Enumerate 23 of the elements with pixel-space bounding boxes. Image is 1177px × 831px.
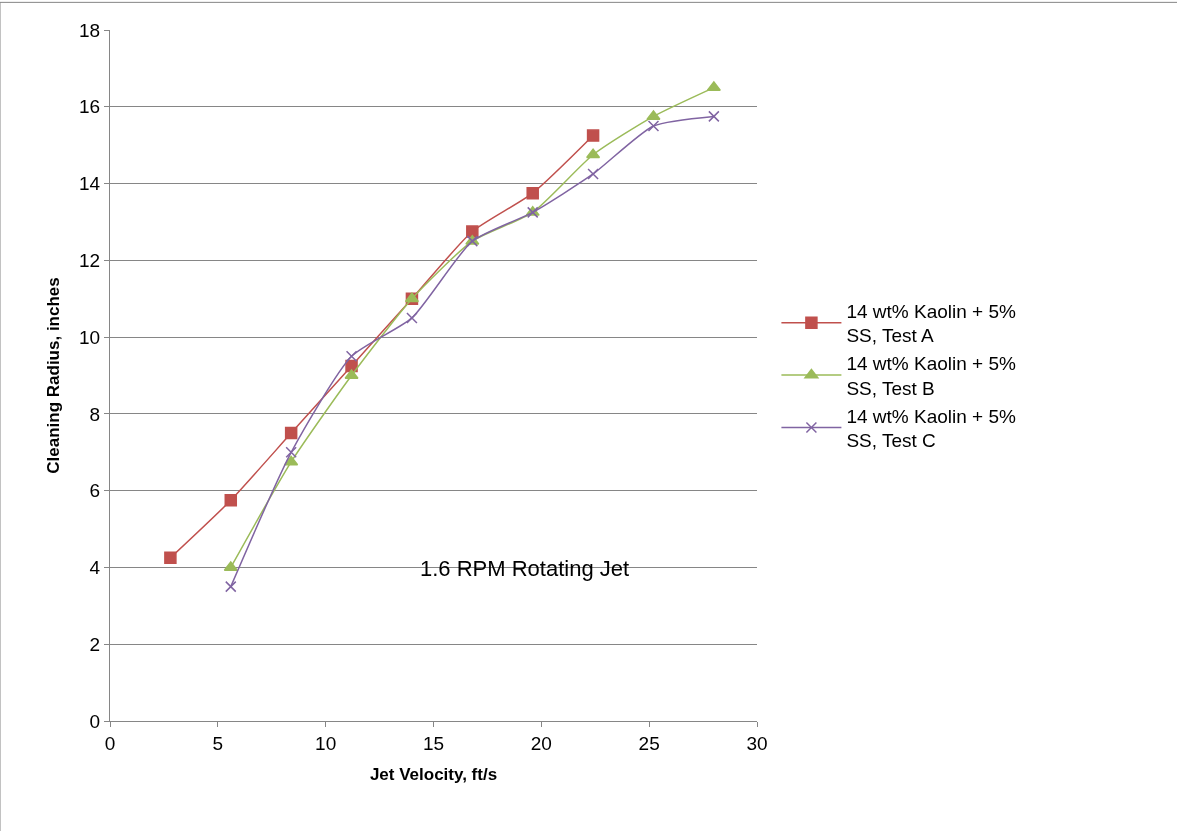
x-tick-label: 25 <box>638 732 660 754</box>
y-axis-title: Cleaning Radius, inches <box>43 277 63 474</box>
legend-label: 14 wt% Kaolin + 5% SS, Test B <box>846 353 1017 399</box>
y-tick-label: 16 <box>79 96 101 118</box>
y-tick-label: 8 <box>89 403 101 425</box>
y-tick-label: 12 <box>79 249 101 271</box>
x-axis-title: Jet Velocity, ft/s <box>369 765 498 785</box>
y-tick-label: 0 <box>89 710 101 732</box>
x-tick-label: 10 <box>315 732 337 754</box>
y-tick-label: 10 <box>79 326 101 348</box>
y-tick-label: 4 <box>89 557 101 579</box>
x-tick-label: 20 <box>530 732 552 754</box>
y-tick-label: 14 <box>79 173 101 195</box>
legend-label: 14 wt% Kaolin + 5% SS, Test C <box>846 405 1017 452</box>
x-tick-label: 0 <box>104 732 116 754</box>
y-tick-label: 18 <box>79 19 101 41</box>
y-tick-label: 6 <box>89 480 101 502</box>
y-tick-label: 2 <box>89 633 101 655</box>
x-tick-label: 15 <box>422 732 445 754</box>
legend-label: 14 wt% Kaolin + 5% SS, Test A <box>846 300 1017 347</box>
x-tick-label: 30 <box>746 732 768 754</box>
annotation: 1.6 RPM Rotating Jet <box>420 556 630 581</box>
x-tick-label: 5 <box>212 732 224 754</box>
